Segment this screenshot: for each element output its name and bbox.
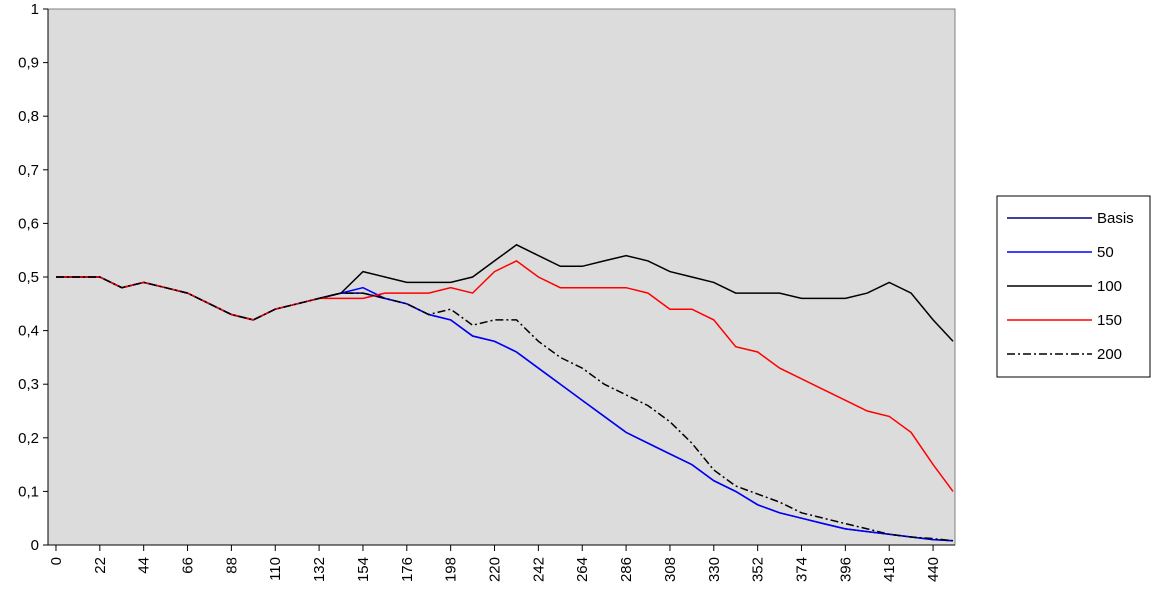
x-tick-label: 132 bbox=[311, 557, 328, 582]
x-tick-label: 440 bbox=[925, 557, 942, 582]
x-tick-label: 352 bbox=[750, 557, 767, 582]
y-tick-label: 0,6 bbox=[18, 215, 39, 232]
y-tick-label: 0,2 bbox=[18, 430, 39, 447]
x-tick-label: 374 bbox=[794, 557, 811, 582]
x-tick-label: 154 bbox=[355, 557, 372, 582]
y-tick-label: 0,7 bbox=[18, 162, 39, 179]
x-tick-label: 22 bbox=[92, 557, 109, 574]
x-tick-label: 330 bbox=[706, 557, 723, 582]
x-tick-label: 0 bbox=[48, 557, 65, 565]
x-tick-label: 88 bbox=[223, 557, 240, 574]
x-tick-label: 44 bbox=[136, 557, 153, 574]
x-tick-label: 110 bbox=[267, 557, 284, 581]
legend-label: Basis bbox=[1097, 210, 1134, 227]
x-tick-label: 418 bbox=[881, 557, 898, 582]
legend-label: 50 bbox=[1097, 244, 1114, 261]
legend-label: 100 bbox=[1097, 278, 1122, 295]
x-tick-label: 176 bbox=[399, 557, 416, 582]
y-tick-label: 1 bbox=[31, 1, 39, 18]
y-tick-label: 0,5 bbox=[18, 269, 39, 286]
y-tick-label: 0,4 bbox=[18, 323, 39, 340]
x-tick-label: 308 bbox=[662, 557, 679, 582]
x-tick-label: 198 bbox=[443, 557, 460, 582]
y-tick-label: 0,1 bbox=[18, 483, 39, 500]
y-tick-label: 0,9 bbox=[18, 55, 39, 72]
y-tick-label: 0 bbox=[31, 537, 39, 554]
plot-area bbox=[47, 8, 956, 546]
x-tick-label: 66 bbox=[180, 557, 197, 574]
x-tick-label: 286 bbox=[618, 557, 635, 582]
legend-label: 200 bbox=[1097, 346, 1122, 363]
x-tick-label: 242 bbox=[530, 557, 547, 582]
x-tick-label: 220 bbox=[487, 557, 504, 582]
x-tick-label: 264 bbox=[574, 557, 591, 582]
x-tick-label: 396 bbox=[837, 557, 854, 582]
y-tick-label: 0,3 bbox=[18, 376, 39, 393]
legend-label: 150 bbox=[1097, 312, 1122, 329]
series-line bbox=[56, 276, 954, 542]
y-tick-label: 0,8 bbox=[18, 108, 39, 125]
